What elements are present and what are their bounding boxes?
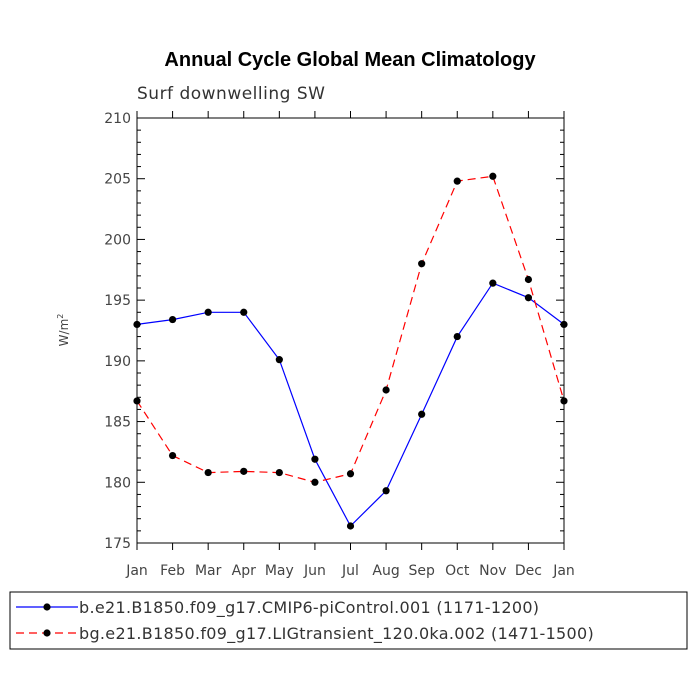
series-1-point [204,308,212,316]
series-line-1 [136,282,565,527]
legend-marker-1 [43,603,51,611]
series-1-point [382,487,390,495]
series-2-point [524,275,533,284]
x-tick-label: Aug [372,563,399,579]
y-tick-label: 180 [104,475,131,491]
y-tick-label: 195 [104,293,131,309]
legend-label-1: b.e21.B1850.f09_g17.CMIP6-piControl.001 … [79,598,539,618]
series-2-point [204,468,212,477]
series-2-point [133,397,141,405]
series-1-point [418,410,426,418]
x-tick-label: May [265,563,294,579]
series-2-point [275,468,283,477]
series-1-point [311,455,319,463]
x-tick-label: Jun [303,563,326,579]
x-tick-label: Jul [341,563,359,579]
series-1-point [168,315,177,324]
series-1-point [560,320,568,329]
series-2-point [168,451,177,460]
series-1-point [275,356,283,364]
series-2-point [311,478,319,486]
y-tick-label: 185 [104,415,131,431]
series-2-point [382,386,390,394]
series-2-point [560,397,568,405]
x-tick-label: Jan [125,563,148,579]
series-2-point [489,172,497,180]
y-axis-label: W/m2 [56,314,71,347]
series-1-point [133,320,141,329]
y-axis-label-exponent: 2 [56,314,65,319]
y-tick-label: 190 [104,354,131,370]
series-2-point [453,177,461,185]
series-line-2 [136,175,565,483]
axis-ticks: 175 180 185 190 195 200 205 210 Jan Feb Mar Apr May J… [104,111,575,579]
y-tick-label: 210 [104,111,131,127]
x-tick-label: Mar [195,563,222,579]
series-1-point [453,332,461,341]
x-tick-label: Apr [232,563,256,579]
y-axis-label-unit: W/m [57,319,71,347]
legend-marker-2 [43,629,51,637]
chart-subtitle: Surf downwelling SW [137,84,325,104]
series-1-point [240,308,248,316]
series-1-point [489,279,497,287]
x-tick-label: Oct [445,563,470,579]
x-tick-label: Sep [408,563,435,579]
series-1-point [524,294,533,302]
legend-frame [9,591,688,650]
x-tick-label: Nov [479,563,506,579]
legend-label-2: bg.e21.B1850.f09_g17.LIGtransient_120.0k… [79,624,594,644]
series-2-point [418,260,426,268]
chart-title: Annual Cycle Global Mean Climatology [164,49,536,71]
x-tick-label: Jan [552,563,575,579]
y-tick-label: 205 [104,172,131,188]
series-2-point [346,470,355,478]
legend: b.e21.B1850.f09_g17.CMIP6-piControl.001 … [16,598,594,644]
series-1-point [346,522,355,530]
x-tick-label: Dec [515,563,542,579]
series-2-point [240,467,248,475]
x-tick-label: Feb [160,563,185,579]
series-layer [133,172,568,530]
y-tick-label: 200 [104,232,131,248]
y-tick-label: 175 [104,536,131,552]
plot-frame [136,117,565,544]
